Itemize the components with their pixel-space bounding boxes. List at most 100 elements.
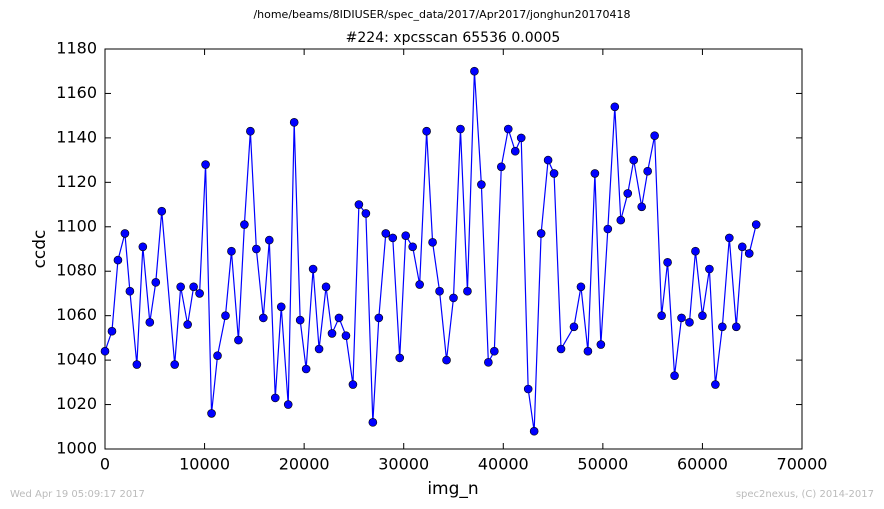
data-point (543, 155, 553, 165)
data-point (610, 102, 620, 112)
data-point (227, 246, 236, 256)
data-point (442, 355, 451, 365)
data-point (435, 286, 444, 296)
data-point (510, 146, 520, 156)
data-point (523, 384, 533, 394)
data-point (283, 400, 293, 409)
data-point (234, 335, 243, 345)
data-point (456, 124, 465, 134)
data-point (145, 318, 155, 327)
data-point (503, 124, 513, 134)
data-point (516, 133, 526, 143)
data-point (125, 286, 135, 296)
data-point (295, 315, 305, 325)
data-point (650, 131, 659, 140)
data-point (751, 220, 761, 229)
data-point (276, 302, 286, 312)
x-tick-label: 0 (100, 455, 110, 474)
data-point (368, 418, 378, 427)
data-point (301, 364, 311, 374)
data-point (246, 126, 255, 136)
data-point (737, 242, 747, 252)
data-point (314, 344, 324, 354)
x-tick-label: 60000 (677, 455, 728, 474)
data-point (731, 322, 741, 332)
data-point (657, 311, 666, 320)
data-point (259, 313, 268, 323)
data-point (113, 255, 123, 265)
y-tick-label: 1040 (56, 350, 97, 369)
data-point (348, 380, 358, 389)
data-point (361, 209, 371, 218)
y-tick-label: 1020 (56, 394, 97, 413)
data-point (408, 242, 417, 252)
suptitle: /home/beams/8IDIUSER/spec_data/2017/Apr2… (253, 8, 630, 21)
data-point (213, 351, 222, 360)
data-point (176, 282, 185, 292)
data-point (401, 231, 411, 240)
x-tick-label: 10000 (179, 455, 230, 474)
x-tick-label: 70000 (777, 455, 828, 474)
data-point (484, 358, 493, 367)
data-point (157, 206, 167, 216)
data-point (195, 289, 204, 298)
y-tick-label: 1060 (56, 305, 97, 324)
data-point (549, 169, 559, 178)
chart-title: #224: xpcsscan 65536 0.0005 (346, 30, 561, 46)
data-point (744, 249, 754, 258)
x-tick-label: 50000 (577, 455, 628, 474)
data-point (725, 233, 734, 243)
data-point (240, 220, 249, 229)
data-point (415, 280, 424, 289)
data-point (120, 229, 130, 238)
data-point (583, 346, 593, 356)
data-point (590, 169, 600, 178)
data-point (321, 282, 331, 292)
data-point (289, 118, 299, 127)
data-point (477, 180, 486, 189)
data-point (132, 360, 142, 369)
data-point (463, 286, 472, 296)
data-point (221, 311, 230, 320)
data-point (341, 331, 351, 340)
y-tick-label: 1120 (56, 172, 97, 191)
y-tick-label: 1100 (56, 216, 97, 235)
data-point (449, 293, 458, 303)
data-point (711, 380, 720, 389)
data-point (529, 426, 539, 436)
data-point (569, 322, 579, 332)
data-point (691, 246, 700, 256)
data-line (104, 71, 757, 432)
data-point (496, 162, 506, 172)
data-point (603, 224, 613, 234)
data-point (623, 189, 633, 198)
data-point (616, 215, 626, 225)
y-tick-label: 1000 (56, 439, 97, 458)
data-point (685, 318, 694, 327)
y-axis-label: ccdc (30, 230, 50, 269)
data-point (670, 371, 679, 380)
x-tick-label: 40000 (478, 455, 529, 474)
data-point (170, 360, 179, 369)
data-point (637, 202, 646, 212)
data-point (308, 264, 318, 274)
data-point (201, 160, 210, 169)
data-point (643, 166, 652, 176)
data-point (629, 155, 639, 165)
x-tick-label: 30000 (378, 455, 429, 474)
data-point (374, 313, 384, 323)
data-point (138, 242, 148, 252)
data-point (596, 340, 606, 349)
data-point (556, 344, 566, 354)
data-point (381, 229, 391, 238)
data-point (264, 235, 274, 245)
data-point (270, 393, 280, 403)
data-point (677, 313, 686, 323)
y-tick-label: 1080 (56, 261, 97, 280)
data-point (354, 200, 364, 209)
plot-frame (104, 48, 803, 450)
data-point (490, 346, 499, 356)
data-point (718, 322, 727, 332)
